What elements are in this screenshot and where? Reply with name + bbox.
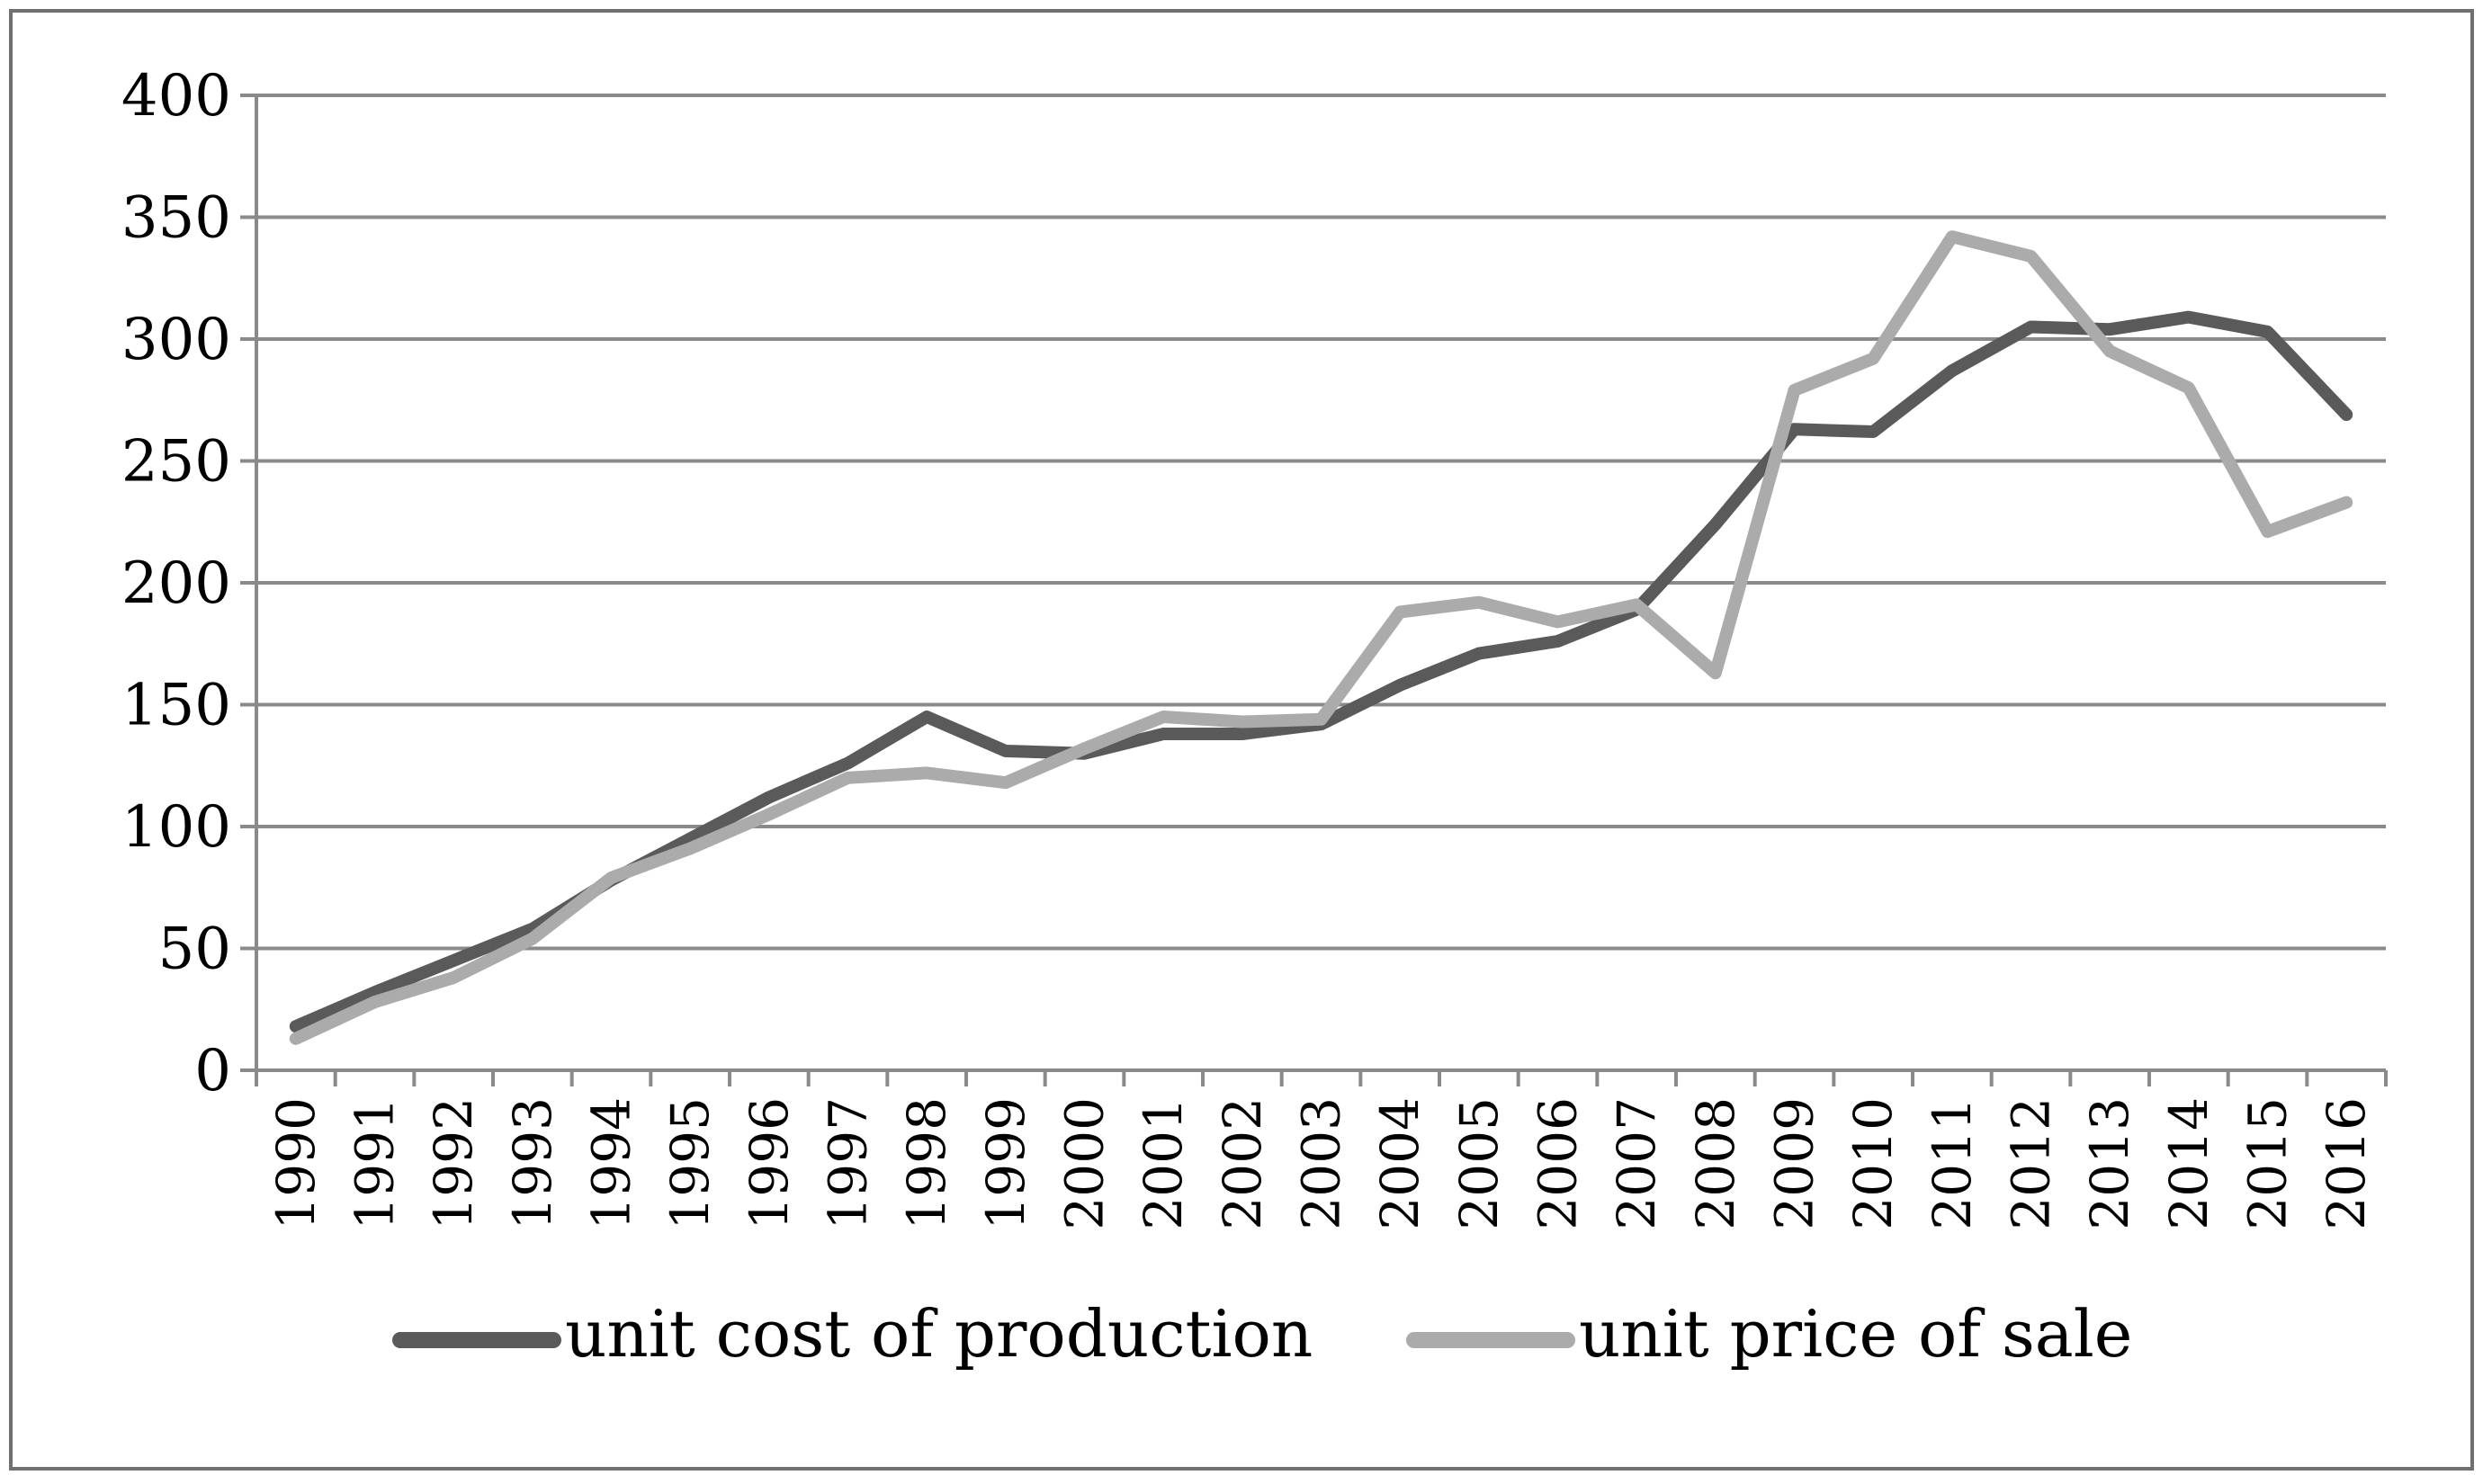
x-tick-label: 2005: [1448, 1097, 1510, 1230]
x-tick-label: 2014: [2158, 1097, 2219, 1230]
x-tick-label: 1992: [423, 1097, 484, 1230]
y-tick-label: 300: [121, 307, 231, 373]
x-axis-tick-labels: 1990 1991 1992 1993 1994 1995 1996 1997 1998 1999…: [265, 1097, 2377, 1230]
y-tick-label: 0: [194, 1038, 231, 1104]
x-tick-label: 1998: [896, 1097, 957, 1230]
x-tick-label: 2002: [1212, 1097, 1273, 1230]
x-tick-label: 1997: [818, 1097, 879, 1230]
y-tick-label: 150: [121, 673, 231, 739]
y-tick-label: 100: [121, 794, 231, 861]
x-tick-label: 2015: [2237, 1097, 2299, 1230]
x-tick-label: 2000: [1054, 1097, 1116, 1230]
x-tick-label: 2013: [2079, 1097, 2140, 1230]
legend: unit cost of production unit price of sal…: [400, 1296, 2132, 1372]
x-tick-label: 1994: [581, 1097, 642, 1230]
x-tick-label: 1991: [345, 1097, 406, 1230]
y-tick-label: 250: [121, 429, 231, 496]
x-tick-label: 2012: [2001, 1097, 2062, 1230]
legend-label: unit price of sale: [1579, 1296, 2132, 1372]
x-tick-label: 1999: [975, 1097, 1036, 1230]
x-tick-label: 2010: [1842, 1097, 1904, 1230]
x-tick-label: 2011: [1922, 1097, 1983, 1230]
y-tick-label: 400: [121, 63, 231, 130]
x-tick-label: 2004: [1369, 1097, 1430, 1230]
x-tick-label: 2008: [1685, 1097, 1746, 1230]
x-tick-label: 1990: [265, 1097, 327, 1230]
x-tick-label: 1993: [502, 1097, 563, 1230]
x-tick-label: 2007: [1606, 1097, 1667, 1230]
x-tick-label: 1996: [739, 1097, 800, 1230]
x-tick-label: 2009: [1764, 1097, 1825, 1230]
y-tick-label: 350: [121, 185, 231, 252]
x-tick-label: 2016: [2316, 1097, 2377, 1230]
y-tick-label: 50: [158, 916, 231, 983]
x-tick-label: 1995: [659, 1097, 721, 1230]
x-tick-label: 2006: [1528, 1097, 1589, 1230]
x-tick-label: 2001: [1133, 1097, 1194, 1230]
legend-label: unit cost of production: [565, 1296, 1313, 1372]
x-tick-label: 2003: [1291, 1097, 1352, 1230]
y-tick-label: 200: [121, 550, 231, 617]
